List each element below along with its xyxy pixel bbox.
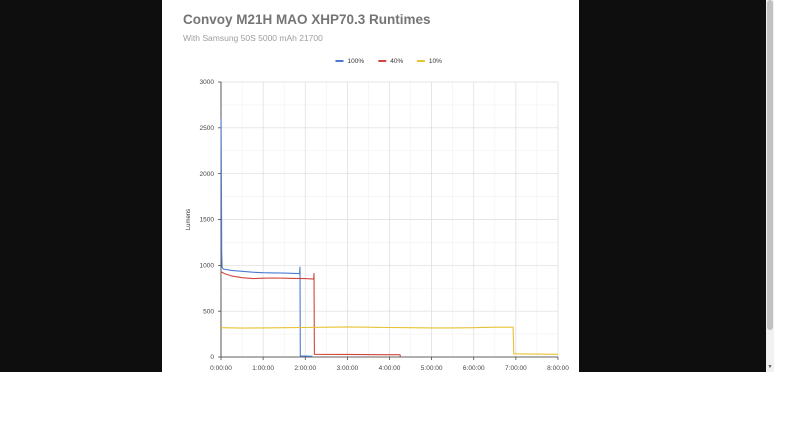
series-line-100-pct	[220, 118, 313, 357]
scroll-down-arrow-icon[interactable]: ▼	[767, 364, 773, 370]
x-tick-label: 8:00:00	[547, 365, 569, 372]
y-tick-label: 3000	[200, 79, 215, 86]
x-tick-label: 6:00:00	[463, 365, 485, 372]
x-tick-label: 7:00:00	[505, 365, 527, 372]
x-tick-label: 5:00:00	[421, 365, 443, 372]
y-tick-label: 500	[203, 308, 214, 315]
x-tick-label: 2:00:00	[294, 365, 316, 372]
legend-label[interactable]: 100%	[348, 58, 365, 65]
legend-label[interactable]: 40%	[390, 58, 403, 65]
y-tick-label: 1000	[200, 263, 215, 270]
y-tick-label: 2500	[200, 125, 215, 132]
y-axis-label: Lumens	[186, 209, 192, 230]
scrollbar-thumb[interactable]	[767, 0, 773, 330]
series-line-10-pct	[220, 326, 559, 355]
chart-title: Convoy M21H MAO XHP70.3 Runtimes	[183, 12, 431, 27]
legend-label[interactable]: 10%	[429, 58, 442, 65]
runtime-chart: 0:00:00 1:00:00 2:00:00 3:00:00 4:00:00 5:00:…	[186, 58, 569, 372]
vertical-scrollbar[interactable]: ▼	[766, 0, 774, 372]
chart-card: Convoy M21H MAO XHP70.3 Runtimes With Sa…	[162, 0, 579, 372]
series-line-40-pct	[220, 271, 401, 357]
y-tick-label: 2000	[200, 171, 215, 178]
x-tick-label: 3:00:00	[337, 365, 359, 372]
chart-subtitle: With Samsung 50S 5000 mAh 21700	[183, 33, 323, 43]
y-tick-label: 0	[210, 354, 214, 361]
x-tick-label: 0:00:00	[210, 365, 232, 372]
x-tick-label: 4:00:00	[379, 365, 401, 372]
y-tick-label: 1500	[200, 217, 215, 224]
browser-viewport: Convoy M21H MAO XHP70.3 Runtimes With Sa…	[0, 0, 766, 372]
x-tick-label: 1:00:00	[252, 365, 274, 372]
